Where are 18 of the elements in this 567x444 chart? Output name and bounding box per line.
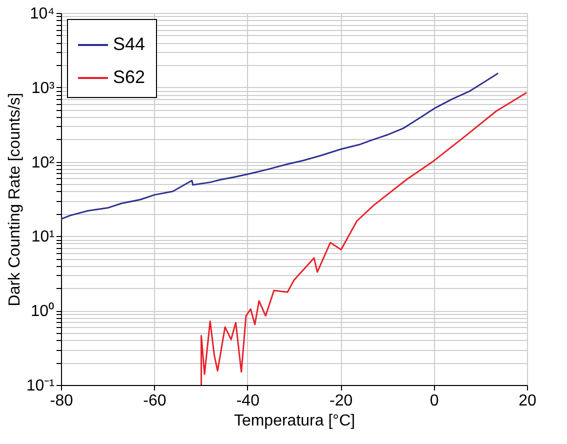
legend-label: S62 <box>113 67 146 87</box>
y-axis-title: Dark Counting Rate [counts/s] <box>6 92 24 306</box>
y-tick-label: 10⁴ <box>30 6 55 22</box>
x-tick-label: 20 <box>518 392 536 410</box>
legend-label: S44 <box>113 34 146 54</box>
y-tick-label: 10¹ <box>31 228 54 246</box>
x-tick-label: -20 <box>330 392 353 410</box>
y-tick-label: 10³ <box>31 80 56 97</box>
x-tick-label: 0 <box>430 392 439 410</box>
line-series <box>200 92 527 385</box>
x-tick-label: -40 <box>236 392 260 410</box>
y-tick-label: 10⁰ <box>30 302 54 320</box>
x-tick-label: -60 <box>143 392 166 410</box>
x-tick-label: -80 <box>50 392 74 410</box>
y-tick-label: 10² <box>31 154 56 172</box>
y-tick-label: 10⁻¹ <box>26 378 54 394</box>
x-axis-title: Temperatura [°C] <box>234 412 356 430</box>
line-series <box>61 72 499 220</box>
